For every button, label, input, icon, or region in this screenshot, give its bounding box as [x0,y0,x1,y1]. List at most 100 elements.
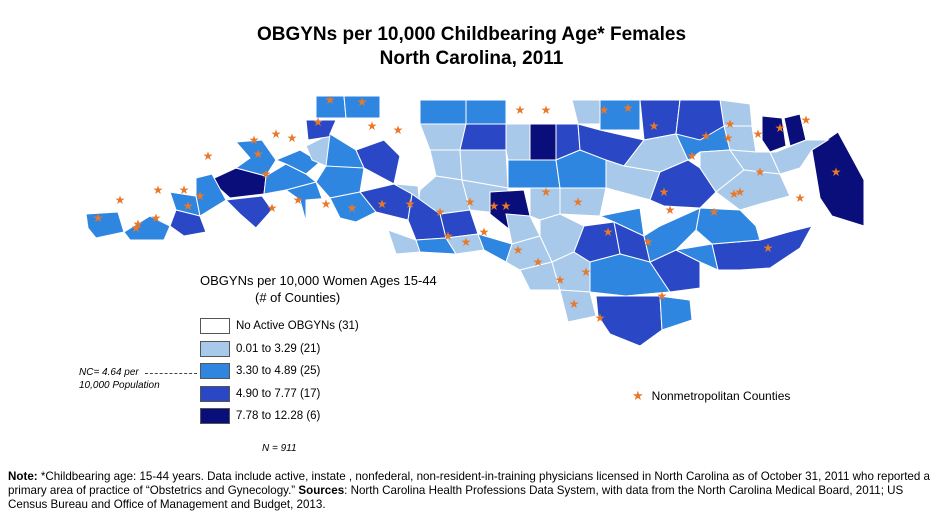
star-icon: ★ [405,197,416,211]
note-label: Note: [8,470,38,483]
star-icon: ★ [725,117,736,131]
legend-swatch [200,341,230,357]
county-23 [343,95,381,119]
county-95 [755,189,827,241]
star-icon: ★ [801,113,812,127]
star-icon: ★ [515,103,526,117]
star-icon: ★ [313,115,324,129]
nc-rate-line2: 10,000 Population [79,380,160,391]
county-38 [419,99,467,125]
star-icon: ★ [763,241,774,255]
legend-title: OBGYNs per 10,000 Women Ages 15-44 [200,273,437,288]
star-icon: ★ [183,199,194,213]
star-icon: ★ [541,185,552,199]
star-icon: ★ [271,127,282,141]
star-icon: ★ [573,195,584,209]
star-icon: ★ [595,311,606,325]
county-5 [169,209,207,237]
county-42 [529,123,557,161]
legend-item-c2: 3.30 to 4.89 (25) [200,362,320,380]
star-icon: ★ [541,103,552,117]
star-icon: ★ [133,217,144,231]
star-icon: ★ [533,255,544,269]
county-45 [507,159,561,189]
county-89 [599,187,652,217]
map-subtitle: North Carolina, 2011 [379,48,564,69]
star-icon: ★ [753,127,764,141]
legend-swatch [200,318,230,334]
n-count-note: N = 911 [262,443,297,454]
county-14 [148,177,197,197]
legend-label: 0.01 to 3.29 (21) [236,343,321,355]
county-76 [599,99,641,131]
star-icon: ★ [443,229,454,243]
county-98 [675,99,725,141]
county-9 [254,199,307,229]
star-icon: ★ [465,195,476,209]
star-icon: ★ [775,121,786,135]
star-icon: ★ [287,131,298,145]
star-icon: ★ [93,211,104,225]
star-icon: ★ [513,243,524,257]
star-icon: ★ [603,225,614,239]
county-90 [649,159,717,209]
star-icon: ★ [367,119,378,133]
county-19 [274,149,321,175]
nonmetro-legend: ★ Nonmetropolitan Counties [632,388,790,404]
star-icon: ★ [267,201,278,215]
star-icon: ★ [489,199,500,213]
star-icon: ★ [659,185,670,199]
county-100 [625,291,691,301]
sources-label: Sources [298,484,345,497]
legend-swatch [200,408,230,424]
star-icon: ★ [261,167,272,181]
county-36 [459,123,507,151]
county-85 [761,115,787,153]
star-icon: ★ [461,235,472,249]
note-text: *Childbearing age: 15-44 years. Data inc… [8,470,930,497]
star-icon: ★ [435,205,446,219]
star-icon: ★ [153,183,164,197]
star-icon: ★ [723,131,734,145]
sources-text: : North Carolina Health Professions Data… [8,484,904,511]
star-icon: ★ [665,203,676,217]
star-icon: ★ [735,185,746,199]
legend-swatch [200,363,230,379]
county-37 [465,99,507,125]
star-icon: ★ [729,187,740,201]
county-41 [505,123,531,161]
star-icon: ★ [649,119,660,133]
legend-label: 3.30 to 4.89 (25) [236,365,321,377]
legend-item-c3: 4.90 to 7.77 (17) [200,385,320,403]
legend-subtitle: (# of Counties) [255,290,341,305]
star-icon: ★ [623,101,634,115]
star-icon: ★ [131,221,142,235]
county-63 [559,289,597,323]
star-icon: ★ [321,197,332,211]
star-icon: ★ [479,225,490,239]
star-icon: ★ [393,123,404,137]
county-24 [379,95,421,125]
star-icon: ★ [569,297,580,311]
star-icon: ★ [709,205,720,219]
star-icon: ★ [795,191,806,205]
star-icon: ★ [599,103,610,117]
star-icon: ★ [179,183,190,197]
star-icon: ★ [657,289,668,303]
legend-item-c4: 7.78 to 12.28 (6) [200,407,320,425]
star-icon: ★ [203,149,214,163]
county-layer [85,95,865,347]
star-icon: ★ [253,147,264,161]
star-icon: ★ [831,165,842,179]
county-97 [769,139,830,175]
star-icon: ★ [325,93,336,107]
county-44 [571,99,601,125]
star-icon: ★ [701,129,712,143]
star-icon: ★ [195,189,206,203]
county-6 [123,215,171,241]
star-icon: ★ [581,265,592,279]
nc-rate-leader-line [145,373,197,374]
star-icon: ★ [293,193,304,207]
county-74 [695,207,761,245]
